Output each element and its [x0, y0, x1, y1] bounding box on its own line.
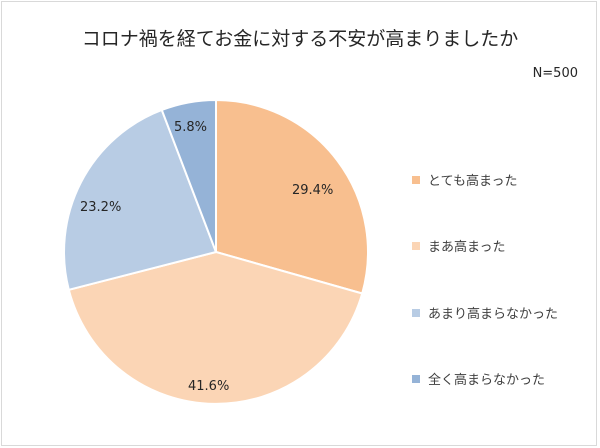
- legend-swatch-icon: [412, 308, 420, 317]
- data-label-slice-3: 23.2%: [80, 200, 121, 215]
- legend-item-totemo[interactable]: とても高まった: [412, 170, 517, 189]
- data-label-slice-2: 41.6%: [188, 379, 229, 394]
- slice-totemo-takamatta[interactable]: [215, 99, 369, 295]
- data-label-slice-4: 5.8%: [174, 120, 207, 135]
- slice-mattaku-takamaranakatta[interactable]: [160, 99, 217, 253]
- legend-item-mattaku[interactable]: 全く高まらなかった: [412, 369, 545, 388]
- sample-size-label: N=500: [532, 66, 578, 81]
- legend-label: まあ高まった: [428, 240, 506, 255]
- legend-item-maa[interactable]: まあ高まった: [412, 236, 505, 255]
- legend-label: あまり高まらなかった: [428, 307, 559, 322]
- chart-title: コロナ禍を経てお金に対する不安が高まりましたか: [81, 28, 519, 50]
- legend-item-amari[interactable]: あまり高まらなかった: [412, 303, 558, 322]
- legend-label: とても高まった: [428, 174, 518, 189]
- legend-swatch-icon: [412, 374, 420, 383]
- legend-label: 全く高まらなかった: [428, 373, 546, 388]
- data-label-slice-1: 29.4%: [292, 183, 333, 198]
- legend-swatch-icon: [412, 241, 420, 250]
- slice-maa-takamatta[interactable]: [67, 251, 364, 405]
- legend-swatch-icon: [412, 175, 420, 184]
